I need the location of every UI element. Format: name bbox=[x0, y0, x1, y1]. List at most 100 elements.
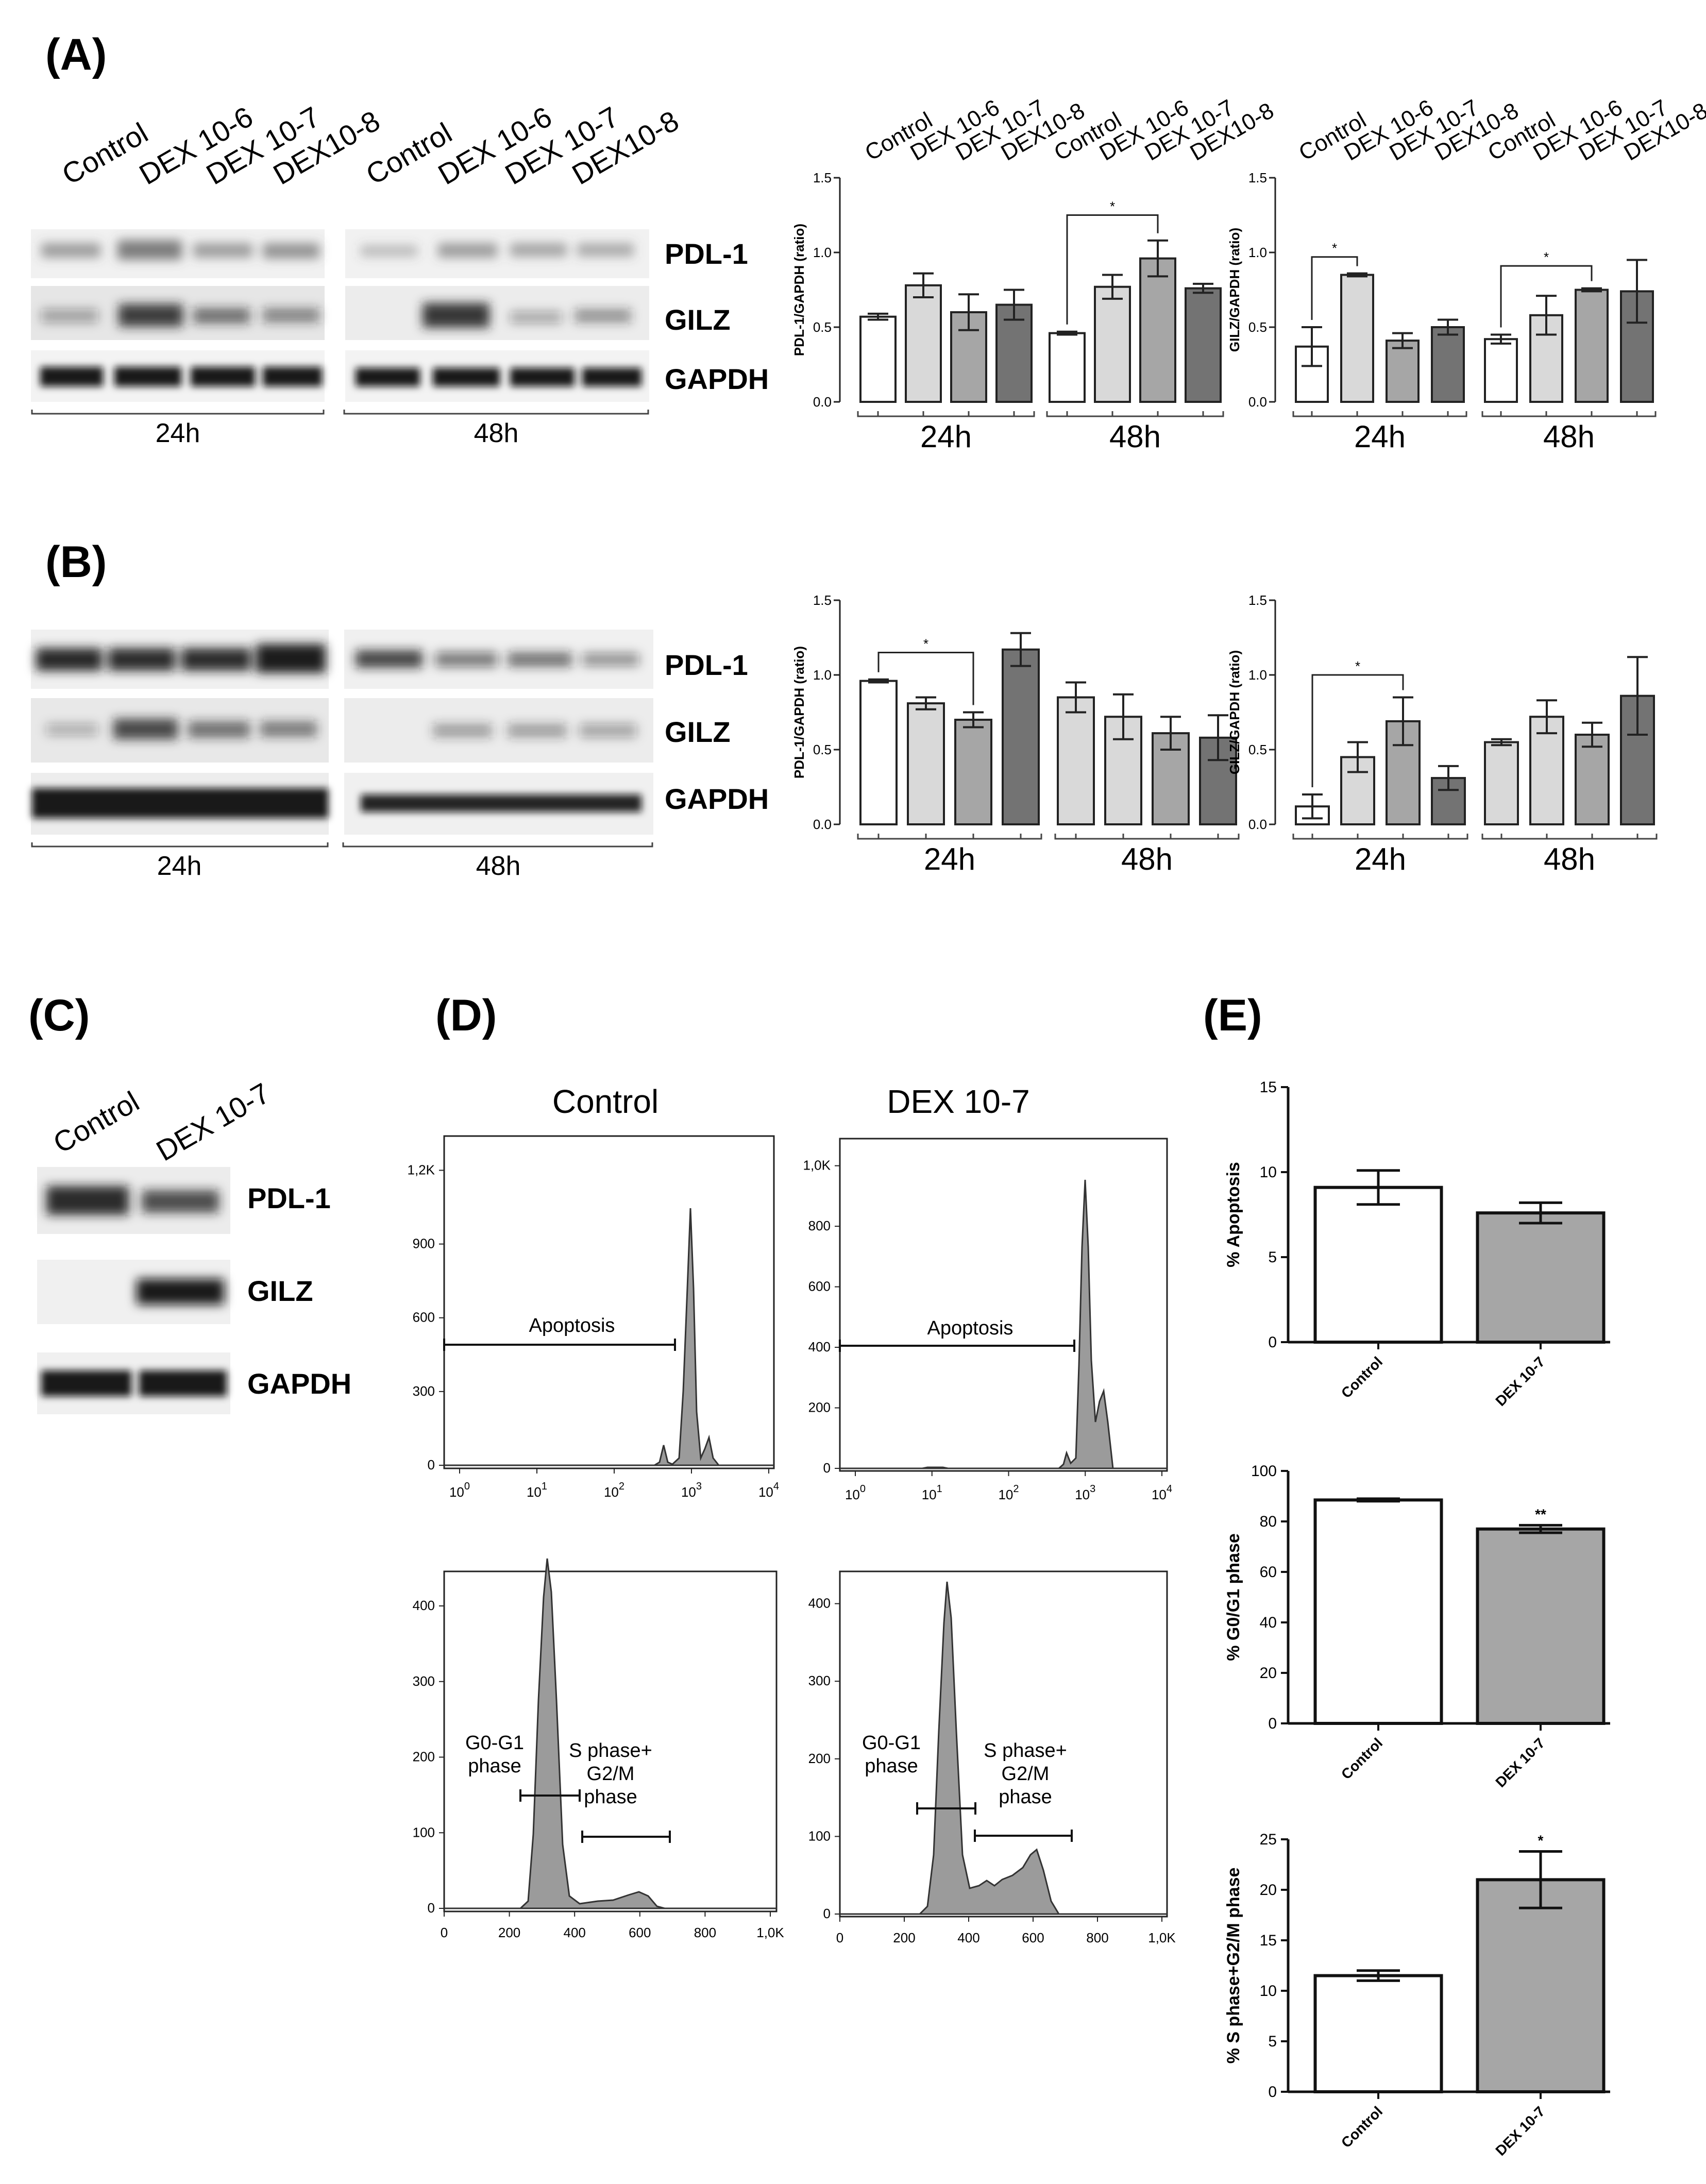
y-tick-label: 200 bbox=[413, 1749, 435, 1765]
bar bbox=[1094, 285, 1131, 403]
x-tick-label: 102 bbox=[604, 1481, 624, 1500]
chart-e-g0g1: 0 20 40 60 80 100 % G0/G1 phase Control ** DEX 10… bbox=[1224, 1463, 1610, 1790]
blot-a-time-48h: 48h bbox=[474, 418, 519, 448]
significance-mark: * bbox=[1110, 199, 1115, 214]
significance-mark: * bbox=[1332, 241, 1337, 256]
bar bbox=[954, 719, 992, 825]
bar bbox=[1185, 287, 1222, 403]
significance-bracket bbox=[1311, 256, 1358, 320]
bar bbox=[1295, 345, 1329, 403]
y-tick-label: 0.5 bbox=[813, 742, 832, 757]
blot-b-time-24h: 24h bbox=[157, 851, 202, 881]
x-tick-label: 100 bbox=[449, 1481, 470, 1500]
blot-a bbox=[31, 229, 649, 415]
x-tick-label: 200 bbox=[893, 1930, 915, 1945]
y-tick-label: 5 bbox=[1268, 1249, 1277, 1266]
y-tick-label: 0.5 bbox=[1248, 319, 1267, 335]
panel-label-c: (C) bbox=[28, 991, 90, 1040]
flow-apoptosis-control: 0 300 600 900 1,2K 100 101 102 103 104 Apoptosis bbox=[408, 1135, 779, 1500]
y-tick-label: 40 bbox=[1260, 1614, 1277, 1631]
group-label: 24h bbox=[924, 842, 975, 876]
x-tick-label: 0 bbox=[836, 1930, 843, 1945]
blot-a-lane-labels-24h: Control DEX 10-6 DEX 10-7 DEX10-8 bbox=[57, 100, 385, 191]
y-tick-label: 100 bbox=[1251, 1463, 1277, 1480]
y-axis-label: PDL-1/GAPDH (ratio) bbox=[791, 646, 807, 778]
chart-b-pdl1: 0.0 0.5 1.0 1.5 PDL-1/GAPDH (ratio) 24h 48h * bbox=[791, 592, 1240, 876]
blot-c-protein-pdl1: PDL-1 bbox=[247, 1182, 331, 1214]
y-tick-label: 1.5 bbox=[1248, 170, 1267, 185]
y-tick-label: 400 bbox=[808, 1596, 831, 1611]
bar bbox=[1431, 326, 1465, 403]
bar bbox=[1476, 1878, 1606, 2093]
x-tick-label: 102 bbox=[998, 1483, 1019, 1502]
chart-e-apoptosis: 0 5 10 15 % Apoptosis Control DEX 10-7 bbox=[1224, 1079, 1610, 1409]
panel-label-e: (E) bbox=[1203, 991, 1262, 1040]
g0g1-label: phase bbox=[865, 1755, 918, 1777]
bar bbox=[1340, 274, 1374, 403]
group-bracket bbox=[857, 411, 1035, 417]
s-phase-label: phase bbox=[584, 1786, 637, 1808]
x-tick-label: DEX 10-7 bbox=[1492, 1353, 1548, 1409]
y-tick-label: 100 bbox=[413, 1824, 435, 1840]
y-tick-label: 10 bbox=[1260, 1983, 1277, 2000]
x-tick-label: DEX 10-7 bbox=[1492, 2103, 1548, 2159]
group-label: 48h bbox=[1121, 842, 1173, 876]
panel-label-a: (A) bbox=[45, 30, 107, 79]
y-tick-label: 0.0 bbox=[813, 817, 832, 832]
significance-mark: * bbox=[1538, 1833, 1544, 1849]
flow-title-control: Control bbox=[552, 1083, 658, 1120]
y-tick-label: 0 bbox=[823, 1460, 831, 1476]
y-tick-label: 300 bbox=[413, 1383, 435, 1399]
x-tick-label: 800 bbox=[1086, 1930, 1108, 1945]
histogram-fill bbox=[840, 1179, 1167, 1469]
group-label: 24h bbox=[1354, 419, 1406, 454]
x-tick-label: 400 bbox=[564, 1925, 586, 1940]
y-axis-label: % Apoptosis bbox=[1224, 1162, 1243, 1267]
y-tick-label: 400 bbox=[808, 1339, 831, 1355]
x-tick-label: 101 bbox=[922, 1483, 942, 1502]
group-bracket bbox=[1292, 834, 1468, 840]
y-tick-label: 400 bbox=[413, 1598, 435, 1613]
bar bbox=[1575, 289, 1609, 403]
blot-c bbox=[37, 1167, 230, 1414]
y-tick-label: 20 bbox=[1260, 1665, 1277, 1682]
y-tick-label: 1.5 bbox=[1248, 592, 1267, 608]
blot-b-protein-gapdh: GAPDH bbox=[665, 783, 769, 815]
bar bbox=[1476, 1527, 1606, 1725]
y-tick-label: 300 bbox=[413, 1673, 435, 1689]
bar bbox=[1313, 1498, 1443, 1725]
x-tick-label: Control bbox=[1338, 1353, 1386, 1401]
bar bbox=[1049, 332, 1086, 403]
significance-bracket bbox=[877, 652, 974, 705]
histogram-fill bbox=[840, 1581, 1167, 1915]
x-tick-label: 200 bbox=[498, 1925, 520, 1940]
y-tick-label: 1,0K bbox=[803, 1158, 831, 1173]
apoptosis-label: Apoptosis bbox=[927, 1317, 1014, 1339]
y-tick-label: 0.5 bbox=[813, 319, 832, 335]
s-phase-label: phase bbox=[999, 1786, 1052, 1808]
bar bbox=[1484, 741, 1519, 825]
x-tick-label: Control bbox=[1338, 2103, 1386, 2151]
y-tick-label: 60 bbox=[1260, 1564, 1277, 1581]
x-tick-label: Control bbox=[1338, 1735, 1386, 1782]
bar bbox=[905, 284, 942, 403]
significance-mark: ** bbox=[1535, 1506, 1546, 1522]
y-tick-label: 800 bbox=[808, 1218, 831, 1233]
y-tick-label: 1.0 bbox=[813, 667, 832, 683]
significance-bracket bbox=[1066, 214, 1159, 325]
y-tick-label: 0.0 bbox=[1248, 817, 1267, 832]
y-tick-label: 1.0 bbox=[1248, 245, 1267, 260]
y-axis-label: GILZ/GAPDH (ratio) bbox=[1227, 650, 1242, 774]
g0g1-label: phase bbox=[468, 1755, 521, 1777]
y-tick-label: 0.5 bbox=[1248, 742, 1267, 757]
bar bbox=[1139, 257, 1176, 403]
bar bbox=[1104, 716, 1142, 825]
flow-title-dex: DEX 10-7 bbox=[887, 1083, 1029, 1120]
histogram-fill bbox=[444, 1208, 774, 1466]
s-phase-label: S phase+ bbox=[569, 1740, 652, 1762]
g0g1-label: G0-G1 bbox=[465, 1732, 524, 1754]
apoptosis-label: Apoptosis bbox=[529, 1315, 615, 1336]
y-tick-label: 600 bbox=[413, 1310, 435, 1325]
